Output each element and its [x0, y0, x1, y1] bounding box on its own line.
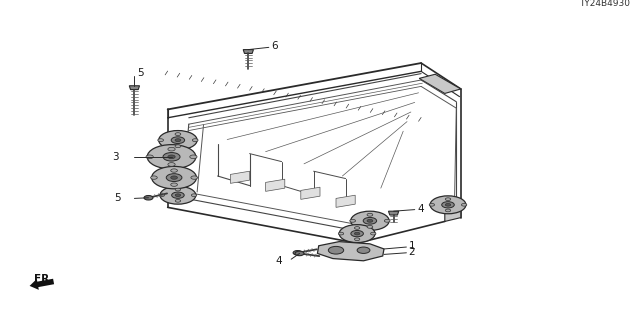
Circle shape	[363, 218, 376, 224]
Circle shape	[355, 238, 360, 241]
Circle shape	[172, 137, 185, 143]
Circle shape	[175, 145, 181, 148]
Text: 6: 6	[271, 41, 278, 52]
Circle shape	[190, 155, 197, 159]
Circle shape	[168, 155, 175, 159]
Circle shape	[160, 186, 196, 204]
Circle shape	[295, 251, 304, 256]
Circle shape	[430, 196, 466, 214]
Circle shape	[339, 225, 375, 243]
Circle shape	[445, 198, 451, 201]
Circle shape	[355, 232, 360, 235]
Circle shape	[166, 174, 182, 181]
Circle shape	[191, 176, 198, 179]
Polygon shape	[230, 171, 250, 183]
Circle shape	[175, 139, 181, 141]
FancyArrowPatch shape	[29, 279, 54, 290]
Polygon shape	[266, 179, 285, 191]
Circle shape	[367, 225, 372, 228]
Circle shape	[175, 194, 180, 196]
Polygon shape	[129, 86, 140, 90]
Circle shape	[147, 145, 196, 169]
Text: 5: 5	[114, 193, 120, 204]
Circle shape	[171, 183, 177, 186]
Circle shape	[445, 209, 451, 212]
Circle shape	[349, 220, 356, 222]
Circle shape	[351, 211, 389, 230]
Circle shape	[172, 192, 184, 198]
Text: 2: 2	[408, 247, 415, 257]
Text: TY24B4930: TY24B4930	[579, 0, 630, 8]
Circle shape	[384, 220, 390, 222]
Circle shape	[168, 163, 175, 166]
Circle shape	[328, 246, 344, 254]
Circle shape	[171, 169, 177, 172]
Circle shape	[339, 232, 344, 235]
Circle shape	[175, 188, 180, 191]
Circle shape	[461, 204, 467, 206]
Circle shape	[159, 131, 197, 150]
Circle shape	[163, 153, 180, 161]
Circle shape	[150, 176, 157, 179]
Circle shape	[351, 230, 364, 237]
Circle shape	[175, 199, 180, 202]
Polygon shape	[317, 242, 384, 261]
Circle shape	[159, 194, 164, 196]
Circle shape	[146, 155, 154, 159]
Text: 3: 3	[112, 152, 118, 162]
Text: 4: 4	[417, 204, 424, 214]
Circle shape	[168, 147, 175, 151]
Circle shape	[293, 251, 302, 255]
Circle shape	[144, 196, 153, 200]
Text: 5: 5	[138, 68, 144, 78]
Polygon shape	[336, 195, 355, 207]
Text: FR.: FR.	[34, 274, 53, 284]
Polygon shape	[388, 211, 399, 215]
Circle shape	[191, 194, 196, 196]
Circle shape	[442, 202, 454, 208]
Polygon shape	[243, 50, 253, 53]
Circle shape	[367, 220, 372, 222]
Text: 1: 1	[408, 241, 415, 252]
Polygon shape	[445, 200, 461, 221]
Circle shape	[357, 247, 370, 253]
Circle shape	[175, 133, 181, 136]
Circle shape	[171, 176, 177, 179]
Circle shape	[157, 139, 164, 141]
Polygon shape	[419, 74, 461, 93]
Circle shape	[152, 166, 196, 189]
Circle shape	[193, 139, 198, 141]
Circle shape	[445, 204, 451, 206]
Text: 4: 4	[275, 256, 282, 266]
Circle shape	[371, 232, 376, 235]
Circle shape	[355, 227, 360, 229]
Polygon shape	[301, 187, 320, 199]
Circle shape	[367, 213, 372, 216]
Circle shape	[429, 204, 435, 206]
